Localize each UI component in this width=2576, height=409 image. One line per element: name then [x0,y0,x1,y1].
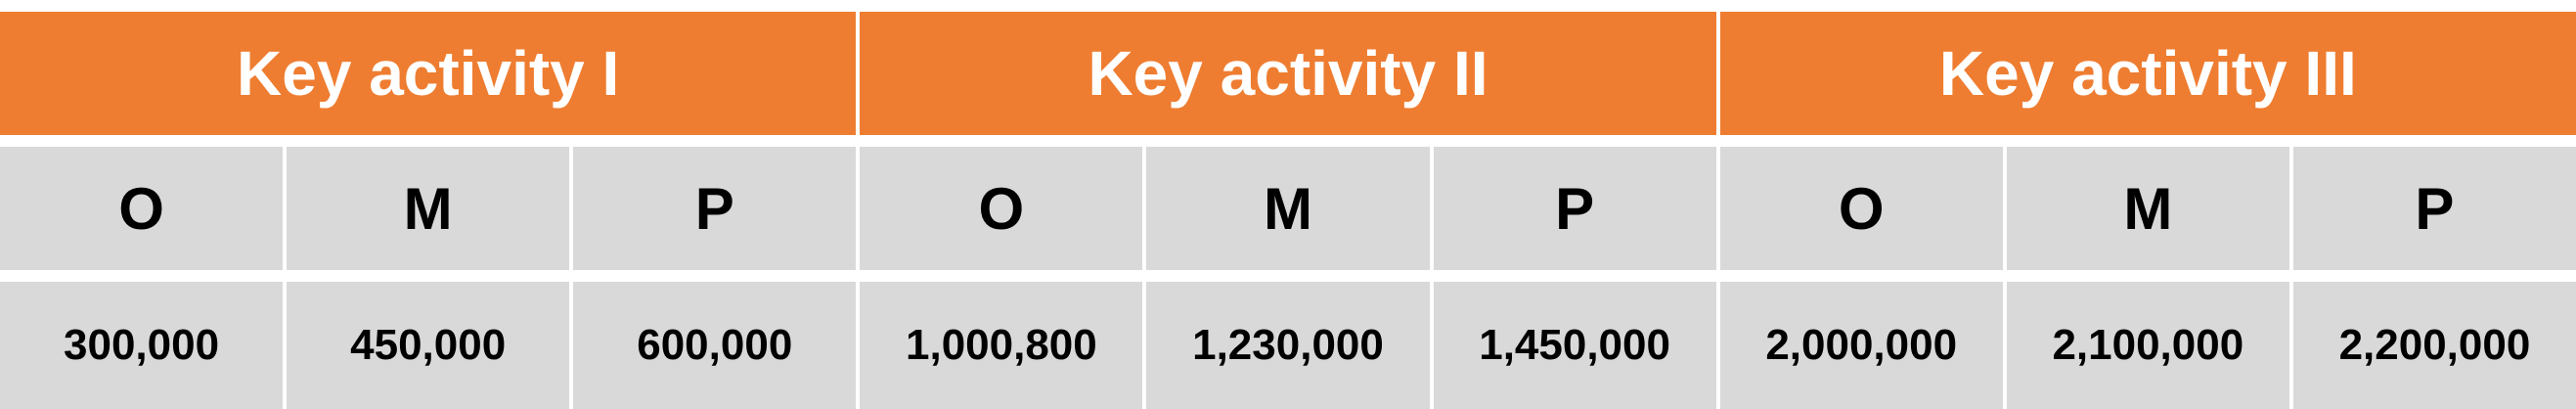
column-header-p: P [573,147,857,270]
value-cell: 300,000 [0,282,284,409]
column-header-p: P [2292,147,2576,270]
value-cell: 2,000,000 [1719,282,2003,409]
value-cell: 1,000,800 [860,282,1143,409]
estimate-table: Key activity I Key activity II Key activ… [0,12,2576,409]
column-header-m: M [1146,147,1430,270]
activity-header-1: Key activity I [0,12,857,135]
value-cell: 600,000 [573,282,857,409]
value-cell: 1,450,000 [1433,282,1716,409]
value-cell: 1,230,000 [1146,282,1430,409]
column-header-m: M [287,147,570,270]
column-header-o: O [1719,147,2003,270]
value-cell: 2,100,000 [2006,282,2289,409]
column-header-m: M [2006,147,2289,270]
column-header-o: O [860,147,1143,270]
activity-header-2: Key activity II [860,12,1716,135]
column-header-p: P [1433,147,1716,270]
value-cell: 2,200,000 [2292,282,2576,409]
column-header-o: O [0,147,284,270]
value-cell: 450,000 [287,282,570,409]
activity-header-3: Key activity III [1719,12,2576,135]
